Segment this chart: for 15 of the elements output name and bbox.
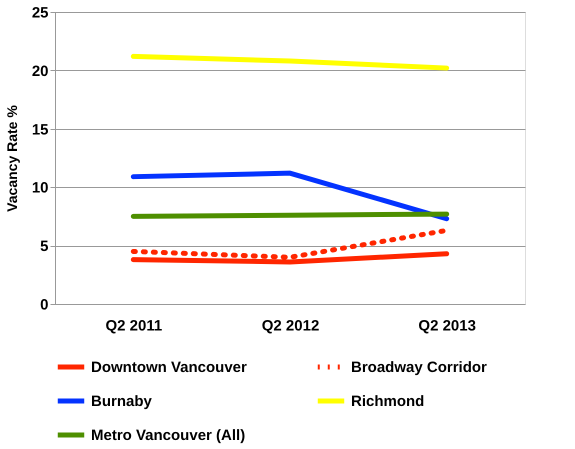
y-tick-label: 20	[32, 62, 48, 80]
legend-label: Downtown Vancouver	[91, 359, 248, 376]
legend-label: Richmond	[351, 393, 424, 410]
x-tick-label: Q2 2013	[418, 318, 476, 334]
legend-label: Burnaby	[91, 393, 152, 410]
y-tick-label: 5	[40, 238, 48, 256]
legend-label: Broadway Corridor	[351, 359, 488, 376]
y-tick-label: 10	[32, 180, 48, 197]
x-tick-label: Q2 2011	[105, 318, 162, 334]
y-tick-label: 0	[40, 296, 48, 314]
x-tick-label: Q2 2012	[262, 318, 320, 334]
y-axis-title: Vacancy Rate %	[4, 104, 20, 212]
y-tick-label: 15	[32, 121, 48, 138]
y-tick-label: 25	[32, 4, 48, 22]
legend-label: Metro Vancouver (All)	[91, 427, 246, 444]
